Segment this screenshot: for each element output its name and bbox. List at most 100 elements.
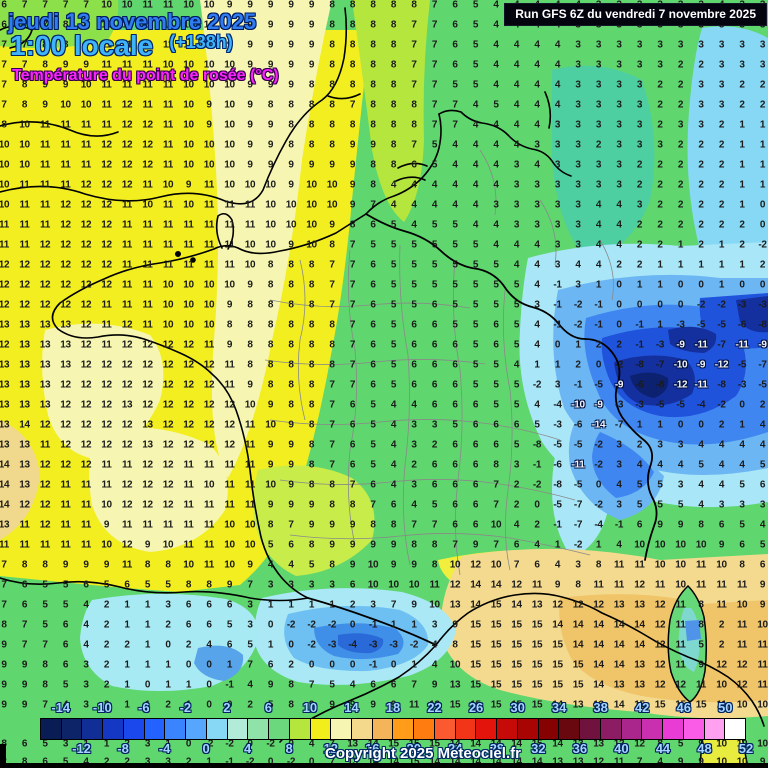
grid-number: 8 bbox=[267, 99, 274, 111]
grid-number: 9 bbox=[288, 459, 294, 471]
bottom-border-bar bbox=[0, 763, 768, 768]
grid-number: 9 bbox=[247, 559, 253, 571]
grid-number: 6 bbox=[739, 539, 745, 551]
colorbar-scale bbox=[40, 718, 746, 740]
grid-number: 12 bbox=[142, 119, 153, 131]
grid-number: 12 bbox=[183, 339, 194, 351]
variable-label: Température du point de rosée (°C) bbox=[12, 67, 279, 84]
grid-number: 3 bbox=[575, 179, 581, 191]
grid-number: 8 bbox=[329, 19, 335, 31]
grid-number: 5 bbox=[370, 459, 376, 471]
grid-number: 13 bbox=[60, 339, 71, 351]
grid-number: 14 bbox=[449, 738, 461, 750]
grid-number: 11 bbox=[245, 479, 255, 491]
grid-number: 3 bbox=[636, 119, 643, 131]
grid-number: 15 bbox=[572, 659, 584, 671]
grid-number: 9 bbox=[554, 579, 561, 591]
grid-number: 11 bbox=[101, 299, 112, 311]
grid-number: 12 bbox=[0, 299, 10, 311]
grid-number: 8 bbox=[390, 79, 397, 91]
grid-number: 14 bbox=[449, 756, 461, 768]
coastlines bbox=[0, 7, 765, 743]
grid-number: 8 bbox=[370, 159, 376, 171]
grid-number: 4 bbox=[493, 79, 499, 91]
grid-number: 14 bbox=[470, 756, 481, 768]
grid-number: 6 bbox=[636, 519, 643, 531]
grid-number: 8 bbox=[308, 259, 315, 271]
grid-number: 11 bbox=[224, 499, 235, 511]
grid-number: 6 bbox=[411, 359, 417, 371]
grid-number: 2 bbox=[185, 756, 192, 768]
grid-number: 6 bbox=[390, 499, 397, 511]
grid-number: 7 bbox=[329, 259, 335, 271]
grid-number: 12 bbox=[19, 279, 30, 291]
grid-number: 7 bbox=[411, 59, 417, 71]
grid-number: 13 bbox=[39, 359, 51, 371]
grid-number: 4 bbox=[472, 99, 479, 111]
grid-number: 6 bbox=[370, 359, 376, 371]
grid-number: 2 bbox=[677, 79, 684, 91]
grid-number: 7 bbox=[349, 359, 356, 371]
grid-number: 8 bbox=[349, 59, 356, 71]
grid-number: 1 bbox=[124, 659, 130, 671]
grid-number: 8 bbox=[370, 99, 376, 111]
grid-number: 4 bbox=[83, 639, 89, 651]
grid-number: 12 bbox=[634, 738, 645, 750]
grid-number: 6 bbox=[1, 0, 7, 11]
grid-number: 9 bbox=[698, 659, 704, 671]
grid-number: 3 bbox=[677, 479, 684, 491]
grid-number: -2 bbox=[573, 299, 583, 311]
grid-number: 3 bbox=[329, 579, 335, 591]
grid-number: 9 bbox=[288, 39, 294, 51]
grid-number: -2 bbox=[307, 639, 316, 651]
grid-number: 12 bbox=[142, 139, 153, 151]
grid-number: 3 bbox=[636, 79, 643, 91]
grid-number: 6 bbox=[534, 559, 540, 571]
grid-number: 12 bbox=[121, 479, 133, 491]
colorbar-cell bbox=[269, 719, 290, 739]
grid-number: 5 bbox=[513, 339, 520, 351]
grid-number: 10 bbox=[162, 59, 174, 71]
grid-number: 11 bbox=[737, 639, 747, 651]
grid-number: 4 bbox=[554, 39, 561, 51]
grid-number: 11 bbox=[142, 59, 153, 71]
grid-number: 3 bbox=[616, 459, 622, 471]
admin-borders bbox=[264, 149, 614, 576]
colorbar-cell bbox=[41, 719, 62, 739]
grid-number: -2 bbox=[594, 439, 603, 451]
grid-number: 3 bbox=[575, 159, 581, 171]
grid-number: 9 bbox=[390, 699, 397, 711]
grid-number: 9 bbox=[267, 399, 274, 411]
grid-number: 6 bbox=[124, 579, 130, 591]
grid-number: 11 bbox=[204, 199, 214, 211]
grid-number: 5 bbox=[452, 419, 458, 431]
grid-number: 6 bbox=[759, 559, 766, 571]
grid-number: 7 bbox=[329, 459, 335, 471]
grid-number: 8 bbox=[42, 659, 48, 671]
grid-number: 11 bbox=[122, 19, 132, 31]
grid-number: 3 bbox=[575, 219, 581, 231]
grid-number: 3 bbox=[513, 179, 520, 191]
grid-number: 9 bbox=[247, 279, 253, 291]
grid-number: 4 bbox=[595, 239, 602, 251]
grid-number: 11 bbox=[163, 219, 173, 231]
grid-number: 13 bbox=[39, 319, 51, 331]
grid-number: 12 bbox=[654, 679, 666, 691]
grid-number: 10 bbox=[716, 738, 727, 750]
grid-number: 12 bbox=[80, 439, 92, 451]
grid-number: 1 bbox=[554, 539, 561, 551]
grid-number: 8 bbox=[62, 39, 69, 51]
grid-number: 4 bbox=[575, 259, 581, 271]
grid-number: 14 bbox=[367, 738, 379, 750]
grid-number: 1 bbox=[554, 359, 561, 371]
grid-number: 2 bbox=[636, 239, 643, 251]
grid-number: -2 bbox=[204, 738, 214, 750]
grid-number: 11 bbox=[142, 179, 153, 191]
grid-number: 1 bbox=[226, 659, 233, 671]
grid-number: 8 bbox=[329, 79, 335, 91]
grid-number: 7 bbox=[349, 279, 356, 291]
grid-number: 6 bbox=[452, 479, 458, 491]
grid-number: 0 bbox=[165, 639, 171, 651]
grid-number: 15 bbox=[490, 699, 502, 711]
grid-number: 2 bbox=[636, 259, 643, 271]
